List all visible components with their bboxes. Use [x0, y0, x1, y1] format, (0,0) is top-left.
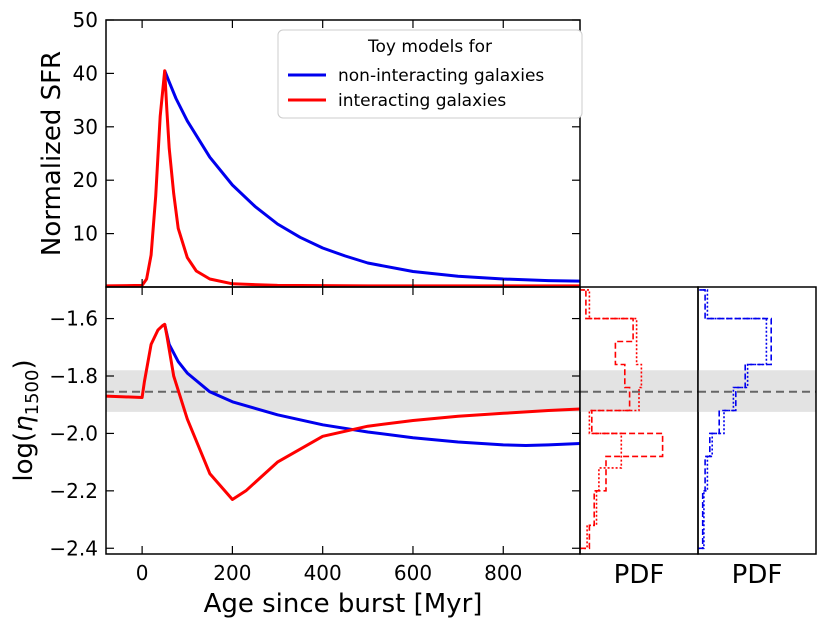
y-tick-label: −1.6 — [49, 307, 98, 331]
x-tick-label: 600 — [394, 561, 432, 585]
y-tick-label: −1.8 — [49, 364, 98, 388]
eta-frame — [105, 286, 581, 555]
eta-axis-title-symbol: η — [9, 415, 39, 431]
legend-box — [277, 29, 583, 119]
pdf-axis-title: PDF — [732, 560, 783, 590]
sfr-series-line — [163, 70, 581, 283]
x-tick-label: 800 — [484, 561, 522, 585]
pdf-blue-panel: PDF — [697, 286, 817, 590]
x-axis-title: Age since burst [Myr] — [204, 589, 483, 619]
y-tick-label: −2.4 — [49, 536, 98, 560]
x-tick-label: 200 — [213, 561, 251, 585]
sfr-series-line — [105, 69, 580, 288]
y-tick-label: 50 — [73, 8, 98, 32]
pdf-histogram-dashed — [698, 289, 772, 550]
pdf-histogram-dotted — [580, 289, 643, 550]
pdf-histogram-dotted — [698, 289, 768, 550]
eta-axis-title-main: log( — [9, 432, 39, 482]
y-tick-label: −2.2 — [49, 479, 98, 503]
y-tick-label: −2.0 — [49, 421, 98, 445]
eta-series-line — [105, 322, 581, 501]
legend-entry: interacting galaxies — [338, 91, 506, 111]
eta-axis-title: log(η1500) — [9, 359, 43, 481]
eta-axis-title-close: ) — [9, 359, 39, 369]
pdf-axis-title: PDF — [614, 560, 665, 590]
x-tick-label: 400 — [304, 561, 342, 585]
x-tick-label: 0 — [136, 561, 149, 585]
y-tick-label: 10 — [73, 222, 98, 246]
legend-entry: non-interacting galaxies — [338, 66, 544, 86]
y-tick-label: 30 — [73, 115, 98, 139]
pdf-frame — [579, 286, 699, 555]
legend-title: Toy models for — [367, 37, 492, 57]
sfr-axis-title: Normalized SFR — [37, 51, 67, 256]
eta-series-line — [163, 323, 581, 447]
pdf-frame — [697, 286, 817, 555]
eta-axis-title-subscript: 1500 — [22, 370, 43, 416]
y-tick-label: 40 — [73, 61, 98, 85]
y-tick-label: 20 — [73, 168, 98, 192]
pdf-red-panel: PDF — [579, 286, 699, 590]
pdf-histogram-dashed — [580, 289, 664, 550]
